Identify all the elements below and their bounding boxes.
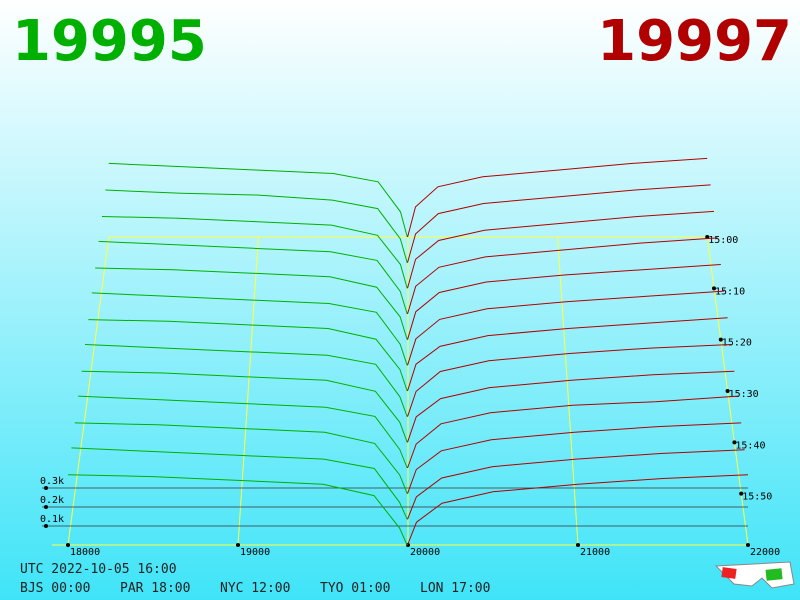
time-tick-label: 15:00 [708,235,738,246]
tick-dot [712,286,716,291]
bid-depth-line [81,370,408,443]
x-tick-label: 19000 [240,547,270,558]
x-tick-label: 22000 [750,547,780,558]
bid-price: 19995 [12,9,207,74]
bid-depth-line [108,162,408,238]
bid-depth-line [105,189,408,263]
tick-dot [746,543,750,547]
time-zone: NYC 12:00 [220,581,290,596]
ask-depth-line [407,290,725,366]
ask-depth-line [407,422,742,494]
tick-dot [705,235,710,239]
tick-dot [718,337,723,342]
ask-depth-line [407,157,708,238]
ask-depth-line [407,344,732,417]
time-tick-label: 15:20 [722,338,752,349]
tick-dot [236,543,240,547]
tick-dot [44,524,48,528]
ask-depth-line [407,264,721,340]
time-zone: LON 17:00 [420,581,490,596]
bid-depth-line [74,422,408,494]
ask-depth-line [407,184,711,263]
time-tick-label: 15:30 [729,389,759,400]
time-tick-label: 15:40 [735,440,765,451]
ask-depth-line [407,317,728,392]
utc-time: UTC 2022-10-05 16:00 [20,562,177,577]
z-tick-label: 0.3k [40,476,64,487]
glasses-icon [714,561,795,589]
tick-dot [44,486,48,490]
tick-dot [66,543,70,547]
grid-line [67,236,110,546]
bid-depth-line [84,344,408,417]
bid-depth-line [95,267,408,340]
ask-depth-line [407,449,745,520]
bid-depth-line [101,216,408,289]
bid-depth-line [91,292,408,366]
ask-depth-line [407,210,715,289]
bid-depth-line [88,319,408,392]
x-tick-label: 21000 [580,547,610,558]
z-tick-label: 0.2k [40,495,64,506]
plot: 18000 19000 20000 21000 22000 0.1k 0.2k 0.3k 15:… [40,157,780,558]
tick-dot [576,543,580,547]
tick-dot [732,440,737,445]
ask-depth-line [407,395,738,469]
time-tick-label: 15:50 [742,492,772,503]
grid-line [557,236,579,546]
bid-depth-line [67,474,408,546]
tick-dot [739,491,744,496]
tick-dot [725,389,730,393]
ask-depth-line [407,474,749,546]
bid-depth-line [98,240,408,315]
bid-depth-line [71,447,408,520]
bid-depth-line [78,395,408,469]
ask-depth-line [407,237,718,315]
time-zone: BJS 00:00 [20,581,90,596]
grid-line [237,236,259,546]
time-tick-label: 15:10 [715,286,745,297]
ask-depth-line [407,370,735,443]
time-zone: TYO 01:00 [320,581,390,596]
ask-price: 19997 [597,9,792,74]
time-zone: PAR 18:00 [120,581,190,596]
x-tick-label: 20000 [410,547,440,558]
z-tick-label: 0.1k [40,514,64,525]
x-tick-label: 18000 [70,547,100,558]
tick-dot [44,505,48,509]
